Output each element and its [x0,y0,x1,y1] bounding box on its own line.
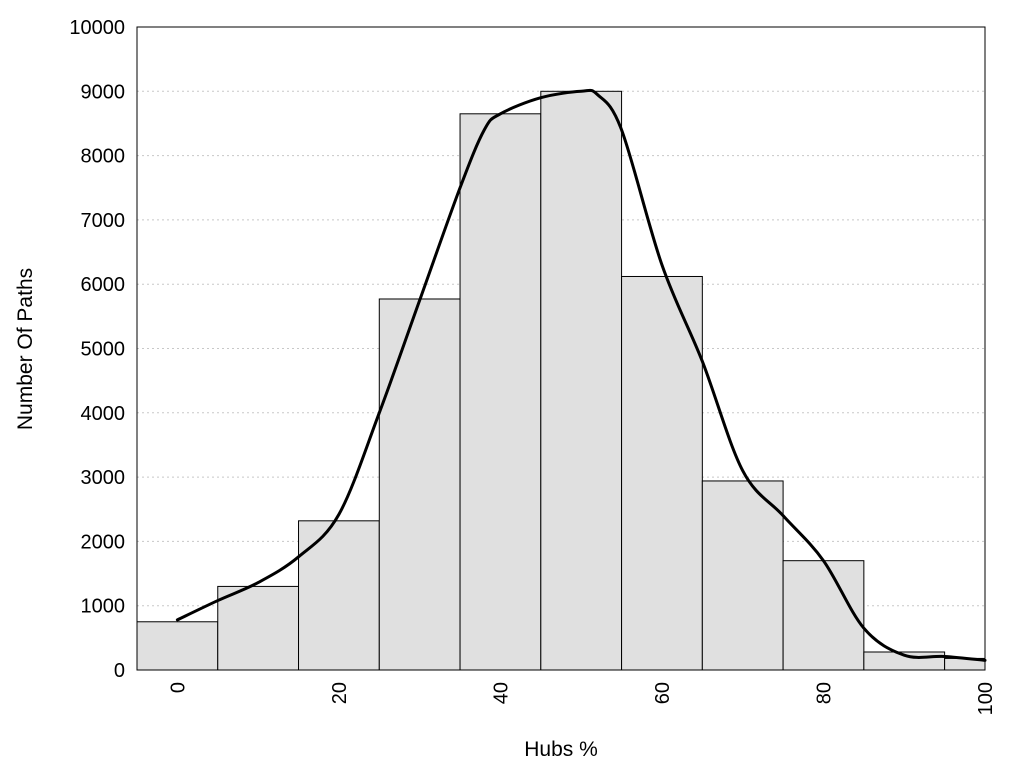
x-tick-label-60: 60 [652,682,674,704]
x-tick-label-40: 40 [490,682,512,704]
bar-80 [782,560,865,671]
density-curve-layer [175,88,987,662]
bar-40 [459,113,542,671]
y-tick-label-6000: 6000 [81,274,126,296]
y-tick-label-0: 0 [114,660,125,682]
y-tick-labels: 0 1000 2000 3000 4000 5000 6000 7000 8000 9000 100… [69,17,125,682]
y-tick-label-10000: 10000 [69,17,125,39]
bar-30 [378,298,461,671]
x-tick-label-80: 80 [813,682,835,704]
bar-10 [217,585,300,671]
x-tick-label-100: 100 [975,682,997,715]
y-tick-label-3000: 3000 [81,467,126,489]
x-axis-title: Hubs % [524,738,598,761]
y-tick-label-9000: 9000 [81,81,126,103]
y-tick-label-1000: 1000 [81,596,126,618]
density-curve [175,88,987,662]
bar-70 [701,480,784,671]
x-tick-labels: 0 20 40 60 80 100 [167,682,997,715]
y-tick-label-5000: 5000 [81,339,126,361]
bar-50 [540,90,623,671]
bar-0 [136,621,219,671]
bar-20 [298,520,380,671]
y-tick-label-8000: 8000 [81,146,126,168]
plot-frame [136,26,986,671]
grid-lines [137,90,985,607]
y-tick-label-7000: 7000 [81,210,126,232]
x-tick-label-20: 20 [329,682,351,704]
y-tick-label-4000: 4000 [81,403,126,425]
bars [136,90,986,671]
x-tick-label-0: 0 [167,682,189,693]
y-tick-label-2000: 2000 [81,531,126,553]
y-axis-title: Number Of Paths [14,268,37,430]
